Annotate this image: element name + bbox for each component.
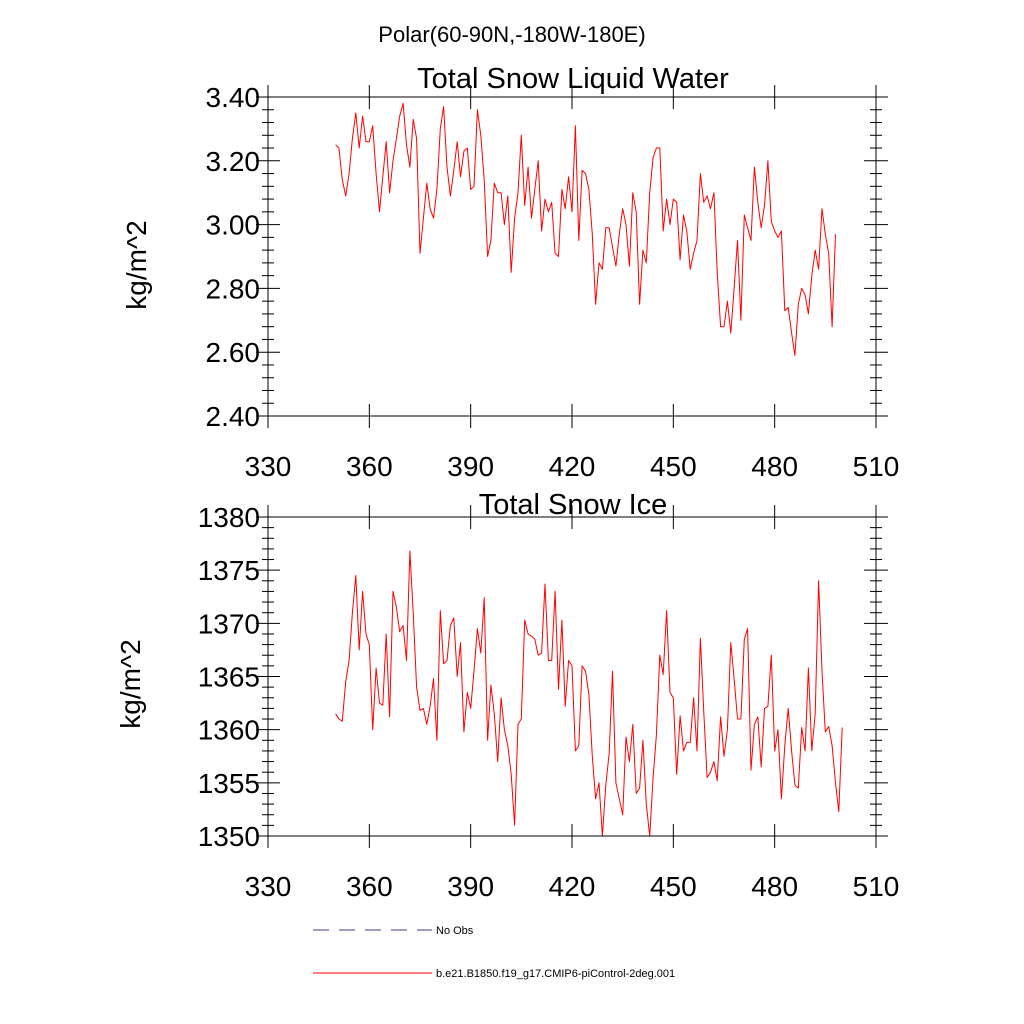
- x-tick-label: 390: [447, 451, 494, 482]
- x-tick-label: 480: [751, 871, 798, 902]
- panel-total-snow-liquid-water: Total Snow Liquid Water kg/m^2 330 360 390…: [121, 63, 899, 482]
- y-tick-label: 3.40: [206, 82, 261, 113]
- y-tick-label: 1380: [198, 502, 260, 533]
- legend-label-model-run: b.e21.B1850.f19_g17.CMIP6-piControl-2deg…: [436, 968, 675, 980]
- plot-lines: [335, 102, 836, 356]
- chart-title: Total Snow Ice: [479, 489, 668, 521]
- axis-tick-labels: 330 360 390 420 450 480 510 1350 1355 1360 1365 137…: [198, 502, 900, 902]
- y-tick-label: 1350: [198, 821, 260, 852]
- x-tick-label: 420: [549, 451, 596, 482]
- y-tick-label: 2.40: [206, 401, 261, 432]
- plot-frame: [267, 516, 877, 837]
- series-line: [335, 102, 836, 356]
- panel-total-snow-ice: Total Snow Ice kg/m^2 330 360 390 420 450 480…: [115, 489, 899, 902]
- chart-title: Total Snow Liquid Water: [417, 63, 729, 95]
- y-tick-label: 2.60: [206, 337, 261, 368]
- plot-lines: [335, 550, 843, 837]
- x-tick-label: 360: [346, 451, 393, 482]
- axis-tick-labels: 330 360 390 420 450 480 510 2.40 2.60 2.80 3.00 3.2…: [206, 82, 900, 482]
- y-axis-label: kg/m^2: [121, 220, 152, 309]
- y-tick-label: 1360: [198, 715, 260, 746]
- x-tick-label: 510: [853, 871, 900, 902]
- y-tick-label: 1375: [198, 555, 260, 586]
- y-tick-label: 1365: [198, 662, 260, 693]
- x-tick-label: 510: [853, 451, 900, 482]
- legend-label-no-obs: No Obs: [436, 925, 474, 937]
- y-tick-label: 3.00: [206, 210, 261, 241]
- plot-frame: [267, 96, 877, 417]
- y-tick-label: 3.20: [206, 146, 261, 177]
- x-tick-label: 420: [549, 871, 596, 902]
- legend: No Obs b.e21.B1850.f19_g17.CMIP6-piContr…: [313, 925, 675, 980]
- y-axis-label: kg/m^2: [115, 639, 146, 728]
- y-tick-label: 1370: [198, 608, 260, 639]
- x-tick-label: 450: [650, 451, 697, 482]
- axis-ticks: [256, 85, 888, 428]
- series-line: [335, 550, 843, 837]
- x-tick-label: 450: [650, 871, 697, 902]
- x-tick-label: 390: [447, 871, 494, 902]
- y-tick-label: 1355: [198, 768, 260, 799]
- x-tick-label: 330: [245, 451, 292, 482]
- y-tick-label: 2.80: [206, 273, 261, 304]
- figure-suptitle: Polar(60-90N,-180W-180E): [378, 22, 645, 47]
- x-tick-label: 360: [346, 871, 393, 902]
- x-tick-label: 330: [245, 871, 292, 902]
- x-tick-label: 480: [751, 451, 798, 482]
